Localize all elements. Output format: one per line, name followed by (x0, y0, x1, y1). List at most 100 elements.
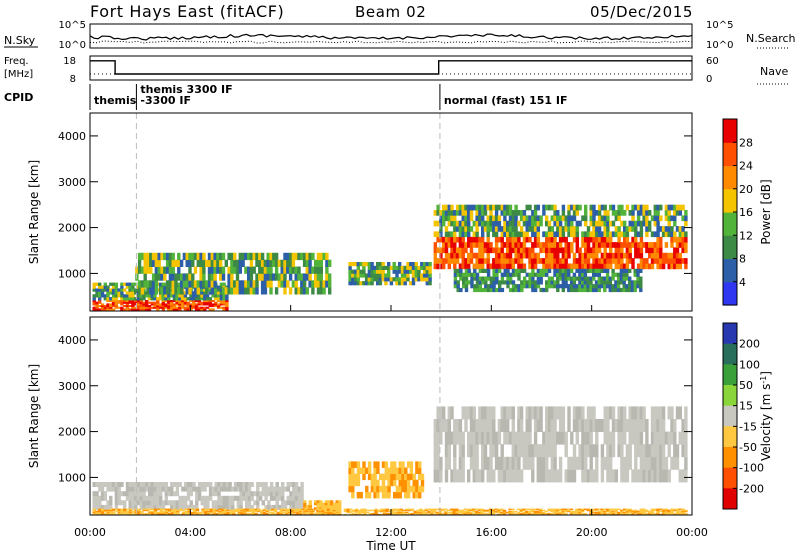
echo-cell (207, 273, 212, 281)
echo-cell (161, 303, 165, 306)
echo-cell (620, 512, 624, 515)
echo-cell (142, 294, 146, 298)
echo-cell (167, 509, 172, 512)
echo-cell (332, 508, 336, 511)
echo-cell (319, 507, 323, 510)
colorbar-swatch (723, 165, 737, 190)
echo-cell (134, 486, 138, 492)
echo-cell (433, 431, 437, 445)
echo-cell (111, 282, 116, 286)
echo-cell (120, 512, 124, 515)
echo-cell (617, 204, 621, 211)
echo-cell (628, 456, 632, 470)
echo-cell (592, 287, 596, 293)
echo-cell (542, 431, 546, 445)
echo-cell (98, 294, 102, 298)
echo-cell (321, 509, 325, 512)
echo-cell (95, 500, 99, 506)
echo-cell (608, 284, 612, 289)
colorbar-tick-label: -100 (739, 462, 764, 475)
echo-cell (137, 259, 142, 267)
echo-cell (410, 509, 415, 512)
echo-cell (486, 287, 491, 293)
echo-cell (495, 268, 499, 273)
echo-cell (191, 280, 195, 288)
echo-cell (269, 495, 274, 501)
x-tick-label: 20:00 (576, 526, 608, 539)
echo-cell (514, 231, 518, 238)
echo-cell (673, 419, 677, 432)
echo-cell (678, 508, 682, 511)
echo-cell (238, 287, 242, 295)
colorbar-tick-label: 15 (739, 400, 753, 413)
echo-cell (377, 510, 381, 513)
echo-cell (500, 509, 504, 512)
echo-cell (227, 287, 231, 295)
echo-cell (195, 509, 200, 512)
echo-cell (522, 512, 526, 515)
echo-cell (186, 495, 191, 501)
echo-cell (550, 258, 554, 264)
echo-cell (511, 242, 515, 248)
echo-cell (207, 252, 212, 261)
echo-cell (147, 308, 152, 311)
echo-cell (407, 512, 412, 515)
echo-cell (189, 294, 193, 298)
echo-cell (391, 511, 395, 514)
echo-cell (251, 511, 255, 514)
freq-tick-top-left: 18 (63, 56, 76, 67)
echo-cell (311, 266, 315, 274)
echo-cell (606, 469, 610, 483)
echo-cell (395, 273, 399, 278)
echo-cell (581, 231, 585, 238)
echo-cell (106, 482, 110, 487)
echo-cell (181, 294, 185, 298)
echo-cell (478, 252, 482, 259)
echo-cell (667, 509, 671, 512)
echo-cell (409, 269, 413, 274)
echo-cell (453, 215, 457, 222)
echo-cell (533, 280, 538, 285)
echo-cell (589, 210, 593, 216)
echo-cell (111, 294, 116, 298)
echo-cell (628, 247, 632, 254)
echo-cell (230, 273, 234, 281)
echo-cell (215, 509, 219, 512)
echo-cell (675, 242, 680, 248)
echo-cell (172, 500, 177, 506)
echo-cell (648, 242, 652, 248)
echo-cell (357, 512, 361, 515)
echo-cell (292, 500, 296, 506)
echo-cell (508, 456, 513, 470)
echo-cell (245, 486, 249, 492)
echo-cell (300, 486, 304, 492)
echo-cell (550, 252, 554, 259)
echo-cell (247, 280, 251, 288)
echo-cell (595, 469, 599, 483)
echo-cell (684, 456, 688, 470)
echo-cell (206, 511, 211, 514)
echo-cell (131, 510, 135, 513)
echo-cell (539, 511, 543, 514)
echo-cell (314, 266, 318, 274)
echo-cell (103, 509, 108, 512)
echo-cell (197, 486, 202, 492)
echo-cell (253, 500, 257, 506)
echo-cell (469, 242, 474, 248)
echo-cell (622, 508, 627, 511)
echo-cell (625, 263, 630, 270)
echo-cell (203, 306, 207, 309)
echo-cell (300, 287, 304, 295)
echo-cell (348, 467, 352, 474)
echo-cell (275, 504, 279, 510)
echo-cell (525, 226, 529, 232)
echo-cell (533, 512, 537, 515)
echo-cell (498, 287, 502, 293)
echo-cell (225, 294, 229, 298)
echo-cell (647, 511, 652, 514)
echo-cell (249, 287, 254, 295)
echo-cell (179, 287, 184, 295)
echo-cell (153, 305, 157, 308)
echo-cell (370, 281, 374, 286)
